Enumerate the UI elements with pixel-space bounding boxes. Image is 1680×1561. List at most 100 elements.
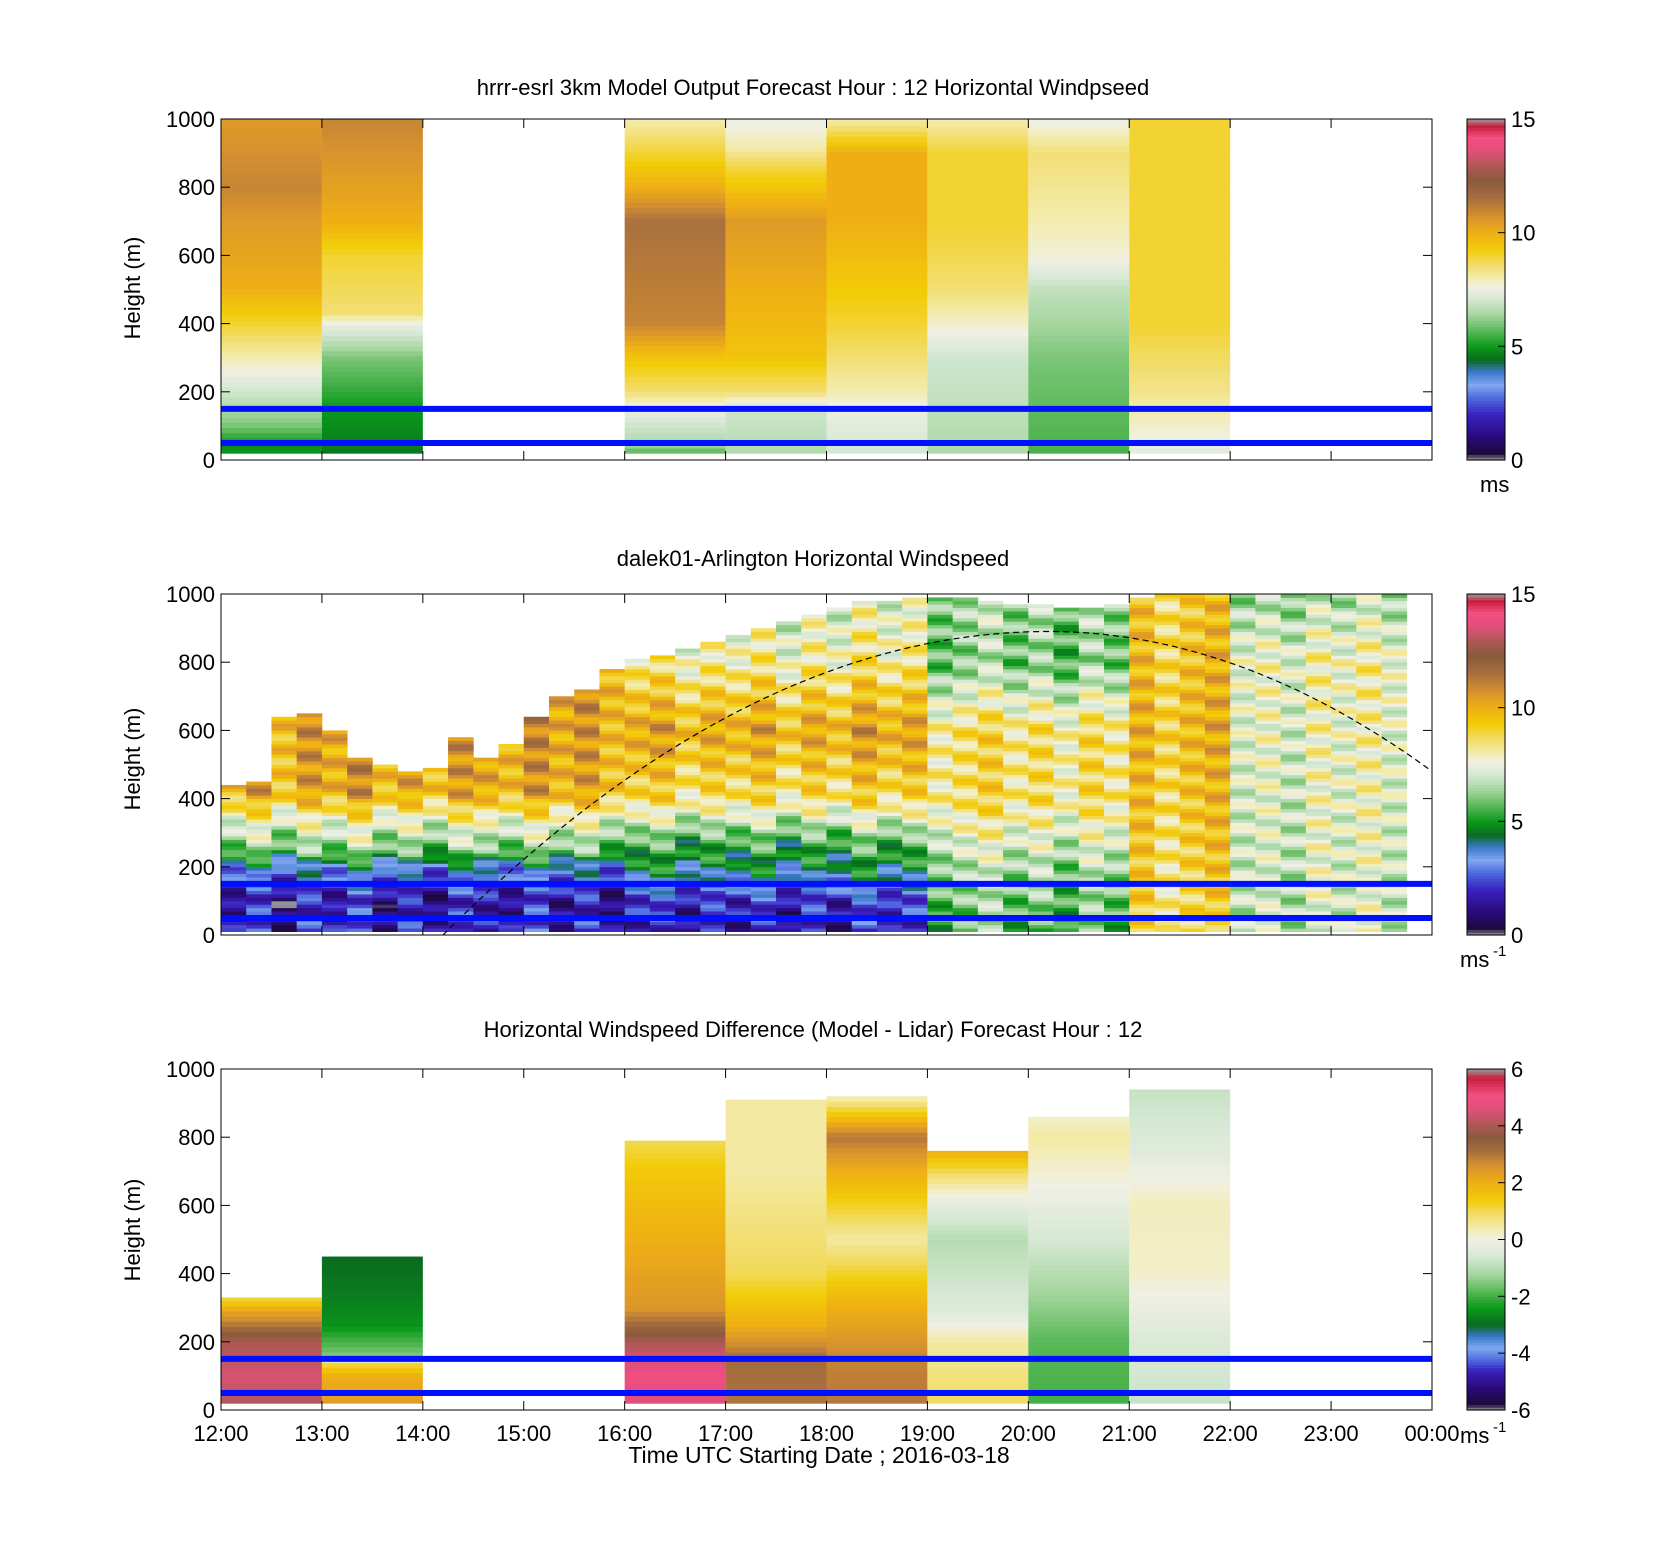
heatmap-cell: [1028, 176, 1130, 183]
heatmap-cell: [826, 825, 853, 830]
heatmap-cell: [826, 161, 928, 168]
heatmap-cell: [422, 839, 449, 844]
heatmap-cell: [473, 904, 499, 909]
heatmap-cell: [372, 846, 399, 851]
heatmap-cell: [1356, 662, 1382, 667]
heatmap-cell: [927, 894, 954, 898]
heatmap-cell: [902, 645, 928, 649]
heatmap-cell: [1078, 669, 1105, 673]
heatmap-cell: [1305, 877, 1332, 881]
heatmap-cell: [624, 1213, 726, 1220]
heatmap-cell: [624, 812, 651, 817]
heatmap-cell: [725, 1198, 827, 1205]
heatmap-cell: [1154, 624, 1181, 629]
colorbar-segment: [1467, 611, 1505, 615]
heatmap-cell: [1255, 600, 1282, 605]
heatmap-cell: [851, 829, 878, 834]
heatmap-cell: [397, 897, 424, 902]
heatmap-cell: [246, 832, 272, 837]
heatmap-cell: [599, 822, 626, 827]
heatmap-cell: [296, 784, 323, 789]
heatmap-cell: [1230, 597, 1256, 602]
heatmap-cell: [952, 747, 979, 752]
heatmap-cell: [1381, 624, 1408, 629]
heatmap-cell: [851, 887, 878, 892]
heatmap-cell: [624, 207, 726, 214]
heatmap-cell: [851, 747, 878, 752]
heatmap-cell: [448, 921, 474, 926]
heatmap-cell: [1028, 335, 1130, 342]
heatmap-cell: [649, 907, 676, 912]
colorbar-segment: [1467, 892, 1505, 896]
heatmap-cell: [1179, 600, 1206, 605]
heatmap-cell: [977, 849, 1004, 854]
heatmap-cell: [523, 928, 550, 932]
colorbar-segment: [1467, 773, 1505, 777]
heatmap-cell: [1179, 703, 1206, 707]
heatmap-cell: [624, 130, 726, 137]
heatmap-cell: [675, 733, 701, 738]
heatmap-cell: [296, 897, 323, 902]
heatmap-cell: [927, 747, 954, 752]
heatmap-cell: [1129, 788, 1155, 793]
heatmap-cell: [1003, 795, 1029, 799]
heatmap-cell: [675, 648, 701, 653]
heatmap-cell: [1331, 761, 1357, 765]
heatmap-cell: [1028, 757, 1054, 762]
heatmap-cell: [927, 1341, 1029, 1348]
heatmap-cell: [221, 253, 322, 260]
heatmap-cell: [397, 784, 424, 789]
heatmap-cell: [725, 345, 827, 352]
heatmap-cell: [574, 750, 600, 755]
colorbar-segment: [1467, 326, 1505, 330]
heatmap-cell: [1255, 863, 1282, 868]
heatmap-cell: [1255, 692, 1282, 697]
heatmap-cell: [801, 866, 827, 871]
heatmap-cell: [296, 723, 323, 728]
heatmap-cell: [1230, 822, 1256, 827]
heatmap-cell: [1179, 757, 1206, 762]
heatmap-cell: [523, 744, 550, 748]
colorbar-segment: [1467, 275, 1505, 279]
heatmap-cell: [321, 217, 423, 224]
heatmap-cell: [523, 784, 550, 789]
heatmap-cell: [1305, 829, 1332, 834]
heatmap-cell: [1028, 217, 1130, 224]
heatmap-cell: [1204, 716, 1231, 721]
heatmap-cell: [1028, 836, 1054, 840]
heatmap-cell: [826, 696, 853, 701]
colorbar-segment: [1467, 835, 1505, 839]
heatmap-cell: [1028, 849, 1054, 854]
heatmap-cell: [1078, 638, 1105, 643]
heatmap-cell: [1179, 859, 1206, 864]
heatmap-cell: [624, 1377, 726, 1384]
heatmap-cell: [1028, 253, 1130, 260]
colorbar-segment: [1467, 659, 1505, 663]
colorbar-segment: [1467, 628, 1505, 632]
heatmap-cell: [372, 873, 399, 878]
heatmap-cell: [776, 669, 802, 673]
heatmap-cell: [1129, 651, 1155, 656]
heatmap-cell: [1381, 791, 1408, 796]
heatmap-cell: [725, 726, 752, 731]
heatmap-cell: [1028, 617, 1054, 622]
heatmap-cell: [321, 863, 348, 868]
heatmap-cell: [624, 253, 726, 260]
heatmap-cell: [902, 802, 928, 806]
heatmap-cell: [523, 911, 550, 915]
heatmap-cell: [675, 665, 701, 670]
heatmap-cell: [750, 870, 777, 875]
heatmap-cell: [952, 672, 979, 677]
heatmap-cell: [952, 641, 979, 646]
heatmap-cell: [1104, 662, 1130, 667]
heatmap-cell: [599, 686, 626, 690]
heatmap-cell: [776, 744, 802, 748]
heatmap-cell: [1381, 784, 1408, 789]
heatmap-cell: [1331, 703, 1357, 707]
heatmap-cell: [776, 890, 802, 895]
heatmap-cell: [952, 597, 979, 602]
heatmap-cell: [1129, 669, 1155, 673]
heatmap-cell: [1129, 146, 1231, 152]
heatmap-cell: [1154, 703, 1181, 707]
colorbar-segment: [1467, 323, 1505, 328]
